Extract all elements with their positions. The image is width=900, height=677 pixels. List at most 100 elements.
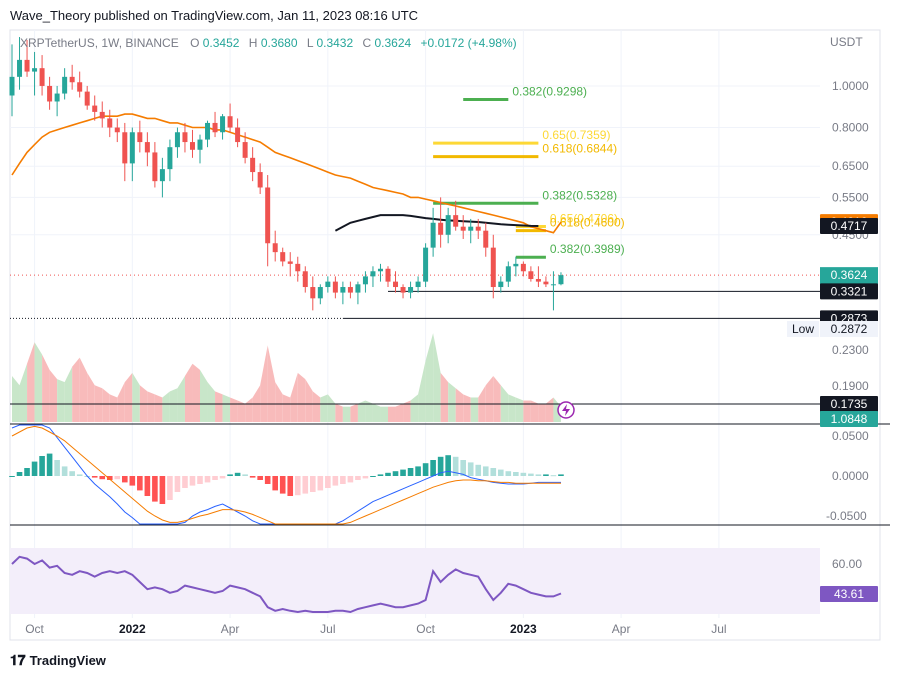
rsi-badge-bg bbox=[820, 586, 878, 602]
candle-body bbox=[385, 268, 391, 282]
candle-body bbox=[393, 281, 399, 288]
volume-badge-bg bbox=[820, 411, 878, 427]
support-lines bbox=[10, 290, 820, 319]
header: Wave_Theory published on TradingView.com… bbox=[0, 0, 900, 30]
macd-histogram-bar bbox=[310, 476, 316, 492]
candle-body bbox=[325, 281, 331, 288]
candle-body bbox=[543, 281, 549, 285]
volume-area-segment bbox=[117, 382, 125, 422]
macd-histogram-bar bbox=[257, 476, 263, 480]
volume-area-segment bbox=[470, 397, 479, 422]
volume-area-segment bbox=[327, 394, 336, 422]
rsi-band bbox=[10, 548, 820, 614]
candle-body bbox=[340, 287, 346, 293]
macd-histogram-bar bbox=[543, 474, 549, 476]
candle-body bbox=[197, 139, 203, 150]
macd-tick-label: -0.0500 bbox=[826, 509, 867, 523]
macd-histogram-bar bbox=[505, 471, 512, 476]
rsi-tick-label: 60.00 bbox=[832, 557, 862, 571]
time-tick-label: 2022 bbox=[119, 622, 146, 636]
volume-area-segment bbox=[109, 394, 118, 422]
fib-level-label: 0.382(0.5328) bbox=[542, 188, 617, 202]
volume-area-segment bbox=[372, 403, 381, 422]
volume-area-segment bbox=[380, 406, 388, 422]
macd-histogram-bar bbox=[302, 476, 309, 494]
macd-histogram-bar bbox=[385, 472, 391, 476]
candle-body bbox=[280, 252, 286, 262]
macd-histogram-bar bbox=[475, 464, 482, 476]
fib-level-label: 0.382(0.9298) bbox=[512, 85, 587, 99]
macd-histogram-bar bbox=[415, 466, 421, 476]
macd-histogram-bar bbox=[91, 476, 98, 478]
low-value-bg bbox=[820, 321, 878, 337]
volume-series bbox=[10, 333, 820, 422]
volume-area-segment bbox=[335, 403, 343, 422]
volume-area-segment bbox=[184, 363, 193, 422]
volume-area-segment bbox=[455, 388, 464, 422]
volume-area-segment bbox=[508, 394, 516, 422]
volume-area-segment bbox=[177, 376, 185, 422]
macd-histogram-bar bbox=[159, 476, 166, 504]
fib-levels: 0.382(0.9298) 0.65(0.7359)0.618(0.6844) 0.… bbox=[433, 85, 625, 259]
candle-body bbox=[220, 116, 226, 133]
macd-histogram-bar bbox=[182, 476, 188, 488]
footer-brand[interactable]: 𝟏𝟕 TradingView bbox=[10, 652, 106, 669]
candle-body bbox=[505, 266, 511, 282]
volume-area-segment bbox=[42, 354, 50, 422]
macd-signal-line bbox=[11, 425, 561, 525]
macd-histogram-bar bbox=[122, 476, 128, 483]
candle-body bbox=[272, 243, 278, 253]
macd-histogram-bar bbox=[317, 476, 324, 491]
macd-series bbox=[9, 424, 564, 525]
macd-tick-label: 0.0000 bbox=[832, 469, 869, 483]
volume-area-segment bbox=[237, 400, 246, 422]
macd-histogram-bar bbox=[347, 476, 354, 483]
volume-area-segment bbox=[448, 382, 456, 422]
candle-body bbox=[310, 287, 316, 299]
volume-area-segment bbox=[515, 397, 524, 422]
macd-histogram-bar bbox=[437, 456, 444, 476]
macd-histogram-bar bbox=[46, 453, 53, 476]
volume-area-segment bbox=[169, 388, 178, 422]
volume-area-segment bbox=[102, 388, 110, 422]
macd-histogram-bar bbox=[24, 468, 30, 476]
price-badge: 0.4717 bbox=[831, 219, 868, 233]
volume-area-segment bbox=[350, 403, 358, 422]
candle-body bbox=[438, 222, 444, 235]
alert-icon[interactable] bbox=[557, 401, 575, 419]
candle-body bbox=[535, 278, 541, 282]
volume-area-segment bbox=[124, 372, 133, 422]
chart-frame bbox=[9, 29, 881, 641]
candle-body bbox=[302, 271, 308, 288]
current-price-badge: 0.3624 bbox=[831, 268, 868, 282]
legend-h-label: H bbox=[249, 36, 258, 50]
candle-body bbox=[250, 157, 256, 173]
volume-area-segment bbox=[192, 363, 200, 422]
candle-body bbox=[332, 281, 338, 293]
candle-body bbox=[408, 287, 414, 293]
macd-histogram-bar bbox=[31, 461, 38, 476]
fib-level-label: 0.65(0.7359) bbox=[542, 128, 610, 142]
candle-body bbox=[24, 59, 30, 72]
volume-area-segment bbox=[388, 406, 396, 422]
volume-area-segment bbox=[162, 391, 170, 422]
macd-histogram-bar bbox=[137, 476, 143, 491]
candle-body bbox=[498, 281, 504, 288]
candle-body bbox=[107, 118, 113, 128]
price-badges: 0.36244d 16h0.48160.47170.33210.2873Low0… bbox=[787, 214, 878, 602]
candle-body bbox=[317, 287, 323, 299]
macd-histogram-bar bbox=[513, 472, 519, 476]
fib-level-label: 0.618(0.6844) bbox=[542, 142, 617, 156]
legend: XRPTetherUS, 1W, BINANCE O 0.3452 H 0.36… bbox=[20, 36, 517, 50]
volume-area-segment bbox=[132, 372, 140, 422]
macd-histogram-bar bbox=[212, 476, 218, 480]
candle-body bbox=[167, 147, 173, 170]
volume-area-segment bbox=[34, 342, 43, 422]
volume-area-segment bbox=[545, 397, 554, 422]
legend-symbol: XRPTetherUS, 1W, BINANCE bbox=[20, 36, 179, 50]
price-badge: 0.3321 bbox=[831, 284, 868, 298]
rsi-series bbox=[11, 555, 562, 614]
candle-body bbox=[453, 215, 459, 227]
volume-area-segment bbox=[538, 403, 546, 422]
